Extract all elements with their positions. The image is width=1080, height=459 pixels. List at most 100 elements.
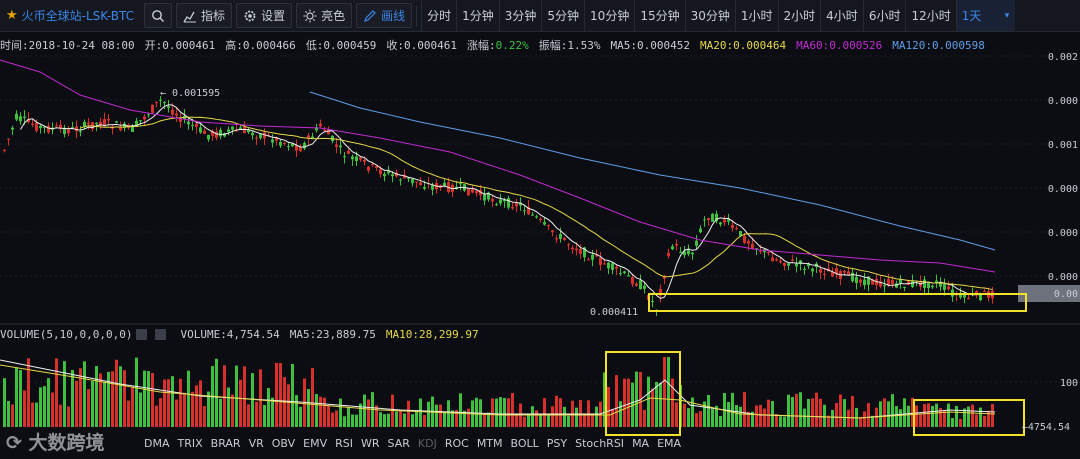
- volume-bar: [383, 414, 386, 427]
- indicator-tab-kdj[interactable]: KDJ: [417, 436, 437, 450]
- indicator-tab-obv[interactable]: OBV: [271, 436, 296, 450]
- highlight-box-price: [648, 293, 1027, 312]
- indicator-button[interactable]: 指标: [176, 3, 233, 28]
- period-tab-4[interactable]: 10分钟: [584, 0, 634, 31]
- candle-body: [631, 277, 634, 285]
- chevron-down-icon[interactable]: ▾: [1004, 0, 1016, 31]
- indicator-tab-vr[interactable]: VR: [248, 436, 264, 450]
- volume-label: VOLUME(5,10,0,0,0,0): [0, 327, 133, 341]
- candle-body: [583, 247, 586, 258]
- draw-line-label: 画线: [381, 9, 406, 23]
- candle-body: [271, 139, 274, 143]
- search-button[interactable]: [144, 3, 173, 28]
- period-tab-2[interactable]: 3分钟: [498, 0, 542, 31]
- volume-bar: [43, 386, 46, 427]
- volume-bar: [543, 398, 546, 427]
- candle-body: [39, 125, 42, 129]
- indicator-tab-trix[interactable]: TRIX: [177, 436, 203, 450]
- period-tab-1[interactable]: 1分钟: [456, 0, 499, 31]
- indicator-tab-roc[interactable]: ROC: [444, 436, 469, 450]
- volume-bar: [843, 399, 846, 427]
- volume-bar: [591, 415, 594, 427]
- candle-body: [123, 123, 126, 129]
- volume-bar: [759, 404, 762, 427]
- indicator-tab-stochrsi[interactable]: StochRSI: [575, 436, 625, 450]
- candle-body: [515, 202, 518, 207]
- star-icon[interactable]: ★: [6, 8, 18, 23]
- candle-body: [235, 130, 238, 132]
- indicator-tab-psy[interactable]: PSY: [546, 436, 568, 450]
- candle-body: [119, 127, 122, 131]
- indicator-tab-ma[interactable]: MA: [632, 436, 650, 450]
- volume-bar: [243, 366, 246, 427]
- indicator-tab-ema[interactable]: EMA: [657, 436, 682, 450]
- indicator-tab-emv[interactable]: EMV: [303, 436, 328, 450]
- candle-body: [63, 127, 66, 135]
- period-tab-7[interactable]: 1小时: [734, 0, 778, 31]
- volume-bar: [535, 410, 538, 427]
- volume-bar: [563, 406, 566, 427]
- ma60-line: [0, 59, 996, 273]
- draw-line-button[interactable]: 画线: [356, 3, 413, 28]
- candle-body: [855, 276, 858, 284]
- volume-bar: [763, 408, 766, 427]
- period-tab-0[interactable]: 分时: [421, 0, 456, 31]
- volume-close-icon[interactable]: [155, 328, 167, 340]
- volume-bar: [631, 382, 634, 427]
- candle-body: [399, 179, 402, 181]
- info-change-value: 0.22%: [495, 39, 529, 52]
- indicator-tab-boll[interactable]: BOLL: [510, 436, 539, 450]
- candle-body: [243, 127, 246, 134]
- candle-body: [639, 280, 642, 290]
- volume-bar: [395, 411, 398, 427]
- info-change: 涨幅:0.22%: [467, 37, 529, 53]
- volume-bar: [523, 416, 526, 427]
- volume-bar: [315, 394, 318, 427]
- volume-ma10: MA10:28,299.97: [385, 327, 479, 341]
- volume-bar: [807, 398, 810, 427]
- candle-body: [679, 251, 682, 253]
- indicator-tab-sar[interactable]: SAR: [387, 436, 410, 450]
- candle-body: [783, 263, 786, 266]
- candle-body: [167, 106, 170, 108]
- candle-body: [587, 259, 590, 261]
- volume-bar: [411, 414, 414, 427]
- period-tab-11[interactable]: 12小时: [905, 0, 955, 31]
- theme-button[interactable]: 亮色: [296, 3, 353, 28]
- candle-body: [811, 268, 814, 272]
- ma120-line: [309, 91, 996, 251]
- candle-body: [739, 231, 742, 236]
- indicator-tab-dma[interactable]: DMA: [144, 436, 170, 450]
- period-tab-3[interactable]: 5分钟: [541, 0, 584, 31]
- candle-body: [363, 159, 366, 162]
- volume-bar: [67, 406, 70, 427]
- volume-bar: [447, 400, 450, 427]
- info-change-label: 涨幅:: [467, 39, 496, 52]
- period-tab-5[interactable]: 15分钟: [634, 0, 684, 31]
- indicator-tab-brar[interactable]: BRAR: [210, 436, 241, 450]
- candle-body: [595, 255, 598, 257]
- volume-bar: [195, 385, 198, 427]
- volume-bar: [467, 408, 470, 427]
- volume-bar: [311, 367, 314, 427]
- sun-icon: [303, 9, 317, 22]
- candle-body: [459, 183, 462, 185]
- period-tab-12[interactable]: 1天: [955, 0, 1005, 31]
- period-tab-10[interactable]: 6小时: [862, 0, 906, 31]
- settings-button[interactable]: 设置: [236, 3, 293, 28]
- indicator-tab-rsi[interactable]: RSI: [335, 436, 353, 450]
- market-title[interactable]: ★ 火币全球站-LSK-BTC: [0, 0, 140, 31]
- volume-settings-icon[interactable]: [136, 328, 148, 340]
- indicator-tab-wr[interactable]: WR: [361, 436, 380, 450]
- market-name[interactable]: 火币全球站-LSK-BTC: [21, 9, 135, 23]
- indicator-tab-mtm[interactable]: MTM: [476, 436, 503, 450]
- candle-body: [79, 131, 82, 133]
- volume-bar: [363, 394, 366, 427]
- volume-bar: [831, 409, 834, 427]
- candle-body: [547, 225, 550, 227]
- period-tab-9[interactable]: 4小时: [820, 0, 863, 31]
- period-tab-6[interactable]: 30分钟: [684, 0, 735, 31]
- period-tab-8[interactable]: 2小时: [777, 0, 821, 31]
- volume-bar: [783, 416, 786, 427]
